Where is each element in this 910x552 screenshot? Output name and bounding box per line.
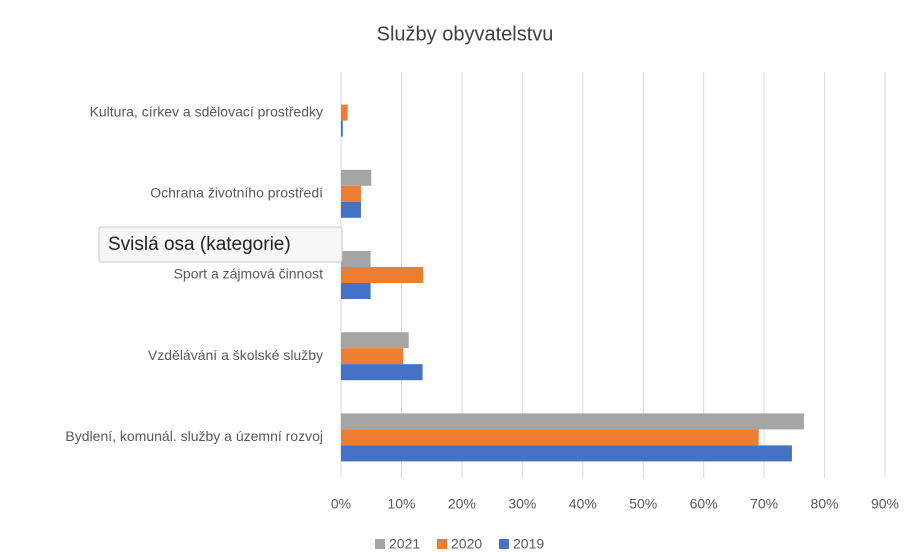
- tooltip-text: Svislá osa (kategorie): [108, 234, 291, 255]
- bar: [341, 169, 372, 186]
- x-tick-label: 10%: [387, 496, 415, 512]
- legend-swatch: [499, 539, 509, 549]
- bar: [341, 104, 348, 121]
- x-tick-label: 30%: [508, 496, 536, 512]
- y-tick-label: Ochrana životního prostředí: [150, 185, 323, 201]
- x-tick-label: 90%: [871, 496, 899, 512]
- legend-swatch: [437, 539, 447, 549]
- x-tick-label: 20%: [448, 496, 476, 512]
- bar: [341, 364, 423, 381]
- bar: [341, 283, 371, 299]
- legend-label: 2020: [451, 536, 482, 552]
- x-tick-label: 0%: [331, 496, 351, 512]
- y-tick-label: Vzdělávání a školské služby: [148, 347, 323, 363]
- y-tick-label: Sport a zájmová činnost: [174, 266, 324, 282]
- bar: [341, 332, 409, 349]
- bar: [341, 267, 424, 283]
- bar: [341, 445, 792, 462]
- y-tick-label: Bydlení, komunál. služby a územní rozvoj: [65, 428, 323, 444]
- x-tick-label: 70%: [750, 496, 778, 512]
- bar: [341, 413, 805, 430]
- bar: [341, 201, 361, 218]
- x-tick-label: 60%: [690, 496, 718, 512]
- chart-title: Služby obyvatelstvu: [377, 23, 554, 45]
- x-tick-label: 50%: [629, 496, 657, 512]
- x-tick-label: 80%: [811, 496, 839, 512]
- legend-swatch: [375, 539, 385, 549]
- bar: [341, 429, 759, 446]
- tooltip: Svislá osa (kategorie): [98, 226, 343, 263]
- legend-label: 2021: [389, 536, 420, 552]
- tooltip-box: [98, 226, 343, 263]
- bar: [341, 251, 371, 267]
- bar: [341, 185, 361, 202]
- y-tick-label: Kultura, církev a sdělovací prostředky: [90, 103, 323, 119]
- bar: [341, 120, 343, 137]
- legend-label: 2019: [513, 536, 544, 552]
- bar: [341, 348, 404, 365]
- x-tick-label: 40%: [569, 496, 597, 512]
